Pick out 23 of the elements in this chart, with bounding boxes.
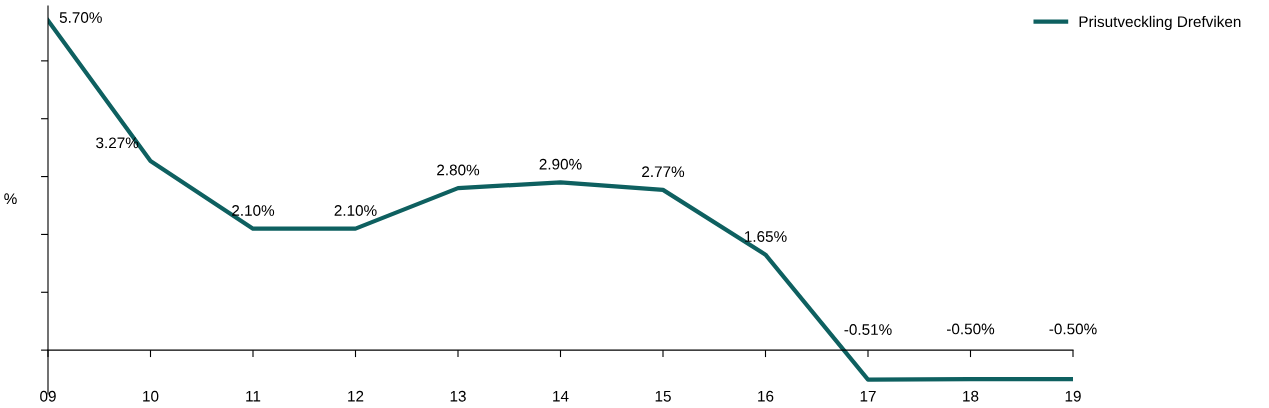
data-label: 2.10% [334, 205, 377, 216]
x-tick-label: 09 [40, 390, 56, 402]
data-label: 1.65% [745, 231, 787, 242]
data-label: -0.51% [844, 324, 892, 335]
data-label: -0.50% [1049, 323, 1097, 335]
legend-label: Prisutveckling Drefviken [1079, 15, 1241, 31]
data-label: -0.50% [946, 323, 995, 335]
x-tick-label: 11 [246, 390, 261, 402]
x-tick-label: 19 [1065, 390, 1081, 402]
x-tick-label: 15 [655, 390, 671, 402]
x-tick-label: 13 [450, 390, 466, 402]
data-label: 5.70% [59, 12, 102, 23]
data-label: 2.80% [437, 164, 480, 176]
x-tick-label: 14 [553, 390, 569, 402]
x-tick-label: 12 [348, 390, 364, 402]
x-tick-label: 16 [758, 390, 774, 402]
x-tick-label: 18 [963, 390, 979, 402]
data-label: 2.10% [232, 205, 275, 216]
x-tick-label: 17 [860, 390, 876, 402]
data-label: 2.90% [539, 158, 582, 170]
y-axis-title: % [4, 193, 17, 205]
x-tick-label: 10 [143, 390, 159, 402]
data-label: 2.77% [642, 166, 685, 178]
